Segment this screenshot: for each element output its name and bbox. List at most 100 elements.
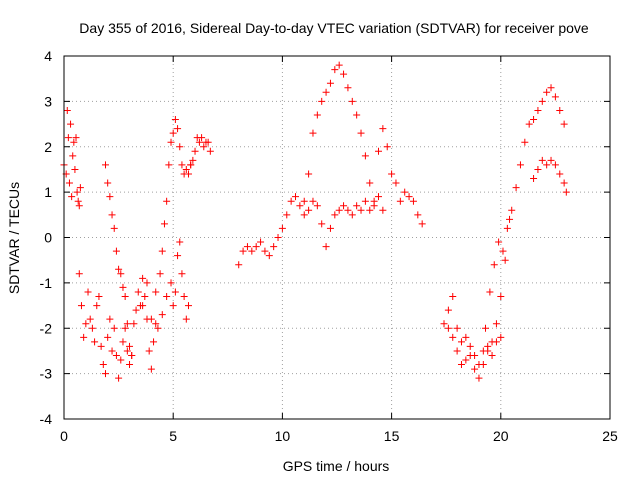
data-point <box>101 161 109 169</box>
data-point <box>104 333 112 341</box>
data-point <box>73 188 81 196</box>
data-point <box>405 193 413 201</box>
data-point <box>187 161 195 169</box>
data-point <box>169 129 177 137</box>
data-point <box>76 184 84 192</box>
data-point <box>560 179 568 187</box>
data-point <box>184 170 192 178</box>
data-point <box>516 161 524 169</box>
data-point <box>547 84 555 92</box>
data-point <box>331 211 339 219</box>
data-point <box>326 79 334 87</box>
data-point <box>296 202 304 210</box>
data-point <box>318 220 326 228</box>
data-point <box>335 206 343 214</box>
data-point <box>158 311 166 319</box>
data-point <box>357 129 365 137</box>
data-point <box>108 211 116 219</box>
data-point <box>101 370 109 378</box>
data-point <box>538 97 546 105</box>
data-point <box>112 351 120 359</box>
data-point <box>252 243 260 251</box>
data-point <box>160 220 168 228</box>
data-point <box>300 197 308 205</box>
data-point <box>444 324 452 332</box>
data-point <box>534 106 542 114</box>
y-tick-label: 3 <box>44 93 52 109</box>
data-point <box>401 188 409 196</box>
data-point <box>184 302 192 310</box>
data-point <box>501 256 509 264</box>
data-point <box>348 97 356 105</box>
data-point <box>150 338 158 346</box>
data-point <box>106 315 114 323</box>
data-point <box>492 338 500 346</box>
data-point <box>322 88 330 96</box>
data-point <box>344 84 352 92</box>
data-point <box>139 274 147 282</box>
data-point <box>353 111 361 119</box>
data-point <box>174 252 182 260</box>
data-point <box>145 347 153 355</box>
data-point <box>344 206 352 214</box>
data-point <box>178 270 186 278</box>
data-point <box>318 97 326 105</box>
data-point <box>178 161 186 169</box>
data-point <box>86 315 94 323</box>
data-point <box>453 324 461 332</box>
data-point <box>72 134 80 142</box>
x-tick-label: 15 <box>384 428 400 444</box>
data-point <box>154 324 162 332</box>
data-point <box>132 306 140 314</box>
data-point <box>180 292 188 300</box>
data-point <box>97 342 105 350</box>
data-point <box>475 374 483 382</box>
data-point <box>366 206 374 214</box>
data-point <box>499 247 507 255</box>
data-point <box>292 193 300 201</box>
data-point <box>143 279 151 287</box>
y-tick-label: -4 <box>40 411 53 427</box>
data-point <box>340 70 348 78</box>
data-point <box>191 147 199 155</box>
data-point <box>482 324 490 332</box>
data-point <box>471 351 479 359</box>
data-point <box>174 125 182 133</box>
data-point <box>117 356 125 364</box>
y-tick-label: 2 <box>44 139 52 155</box>
data-point <box>106 193 114 201</box>
data-point <box>93 302 101 310</box>
data-point <box>204 138 212 146</box>
data-point <box>543 161 551 169</box>
data-point <box>112 247 120 255</box>
data-point <box>512 184 520 192</box>
data-point <box>110 324 118 332</box>
data-point <box>152 320 160 328</box>
data-point <box>305 206 313 214</box>
data-point <box>65 179 73 187</box>
data-point <box>396 197 404 205</box>
data-point <box>69 152 77 160</box>
data-point <box>508 206 516 214</box>
data-point <box>119 338 127 346</box>
data-point <box>84 288 92 296</box>
data-point <box>462 333 470 341</box>
data-point <box>110 224 118 232</box>
data-point <box>551 161 559 169</box>
data-point <box>278 224 286 232</box>
data-point <box>141 292 149 300</box>
data-point <box>488 351 496 359</box>
data-point <box>261 247 269 255</box>
data-point <box>449 333 457 341</box>
data-point <box>156 270 164 278</box>
data-point <box>104 179 112 187</box>
data-point <box>71 165 79 173</box>
data-point <box>287 197 295 205</box>
data-point <box>99 361 107 369</box>
data-point <box>309 129 317 137</box>
data-point <box>123 347 131 355</box>
data-point <box>475 361 483 369</box>
y-tick-label: -2 <box>40 320 53 336</box>
data-point <box>497 292 505 300</box>
